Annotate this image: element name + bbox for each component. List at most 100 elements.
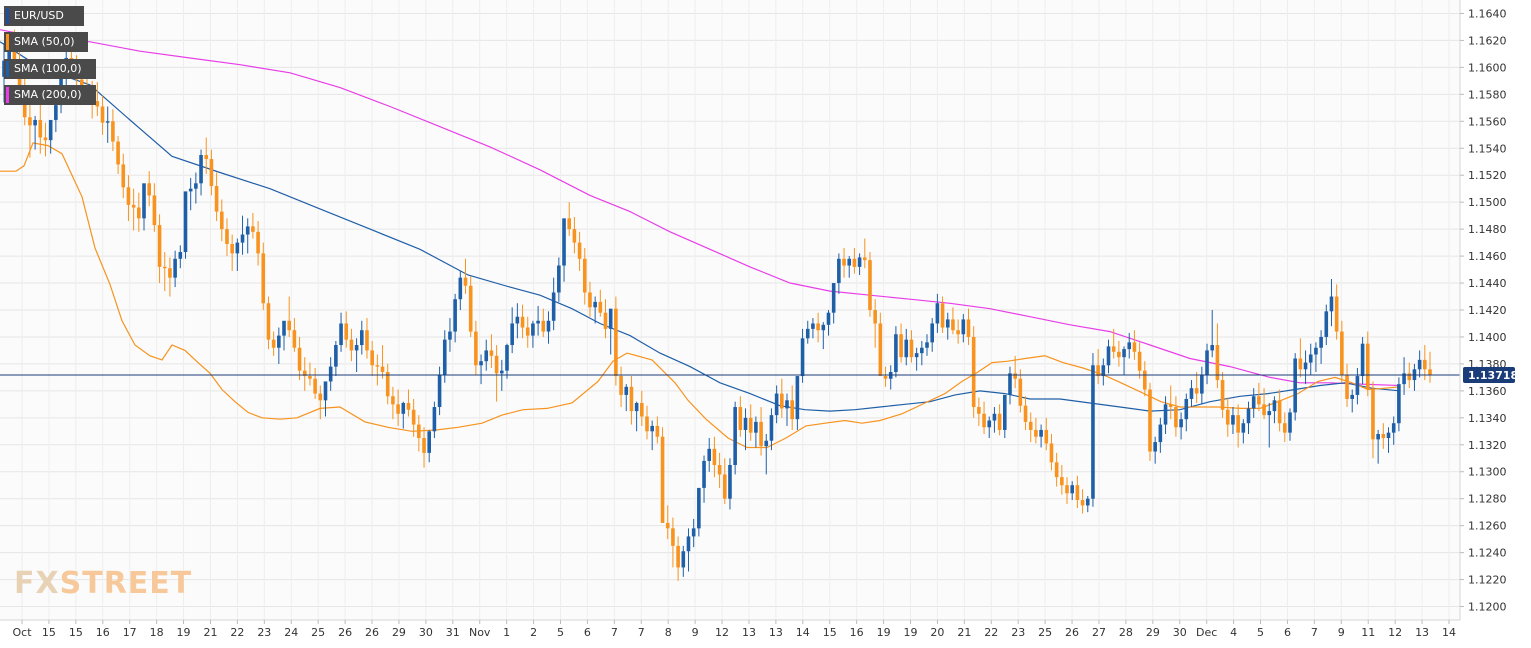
candle [1215, 323, 1220, 389]
candle [531, 320, 535, 348]
candle [225, 218, 229, 257]
candle [878, 312, 883, 377]
candle [956, 319, 960, 344]
candle [1075, 475, 1080, 509]
candle [1189, 380, 1194, 408]
candle [111, 109, 115, 151]
candle [1360, 336, 1365, 385]
x-tick-label: 23 [257, 626, 271, 639]
candle-body [852, 258, 857, 267]
x-tick-label: 12 [1388, 626, 1402, 639]
candle [691, 518, 696, 548]
candle-body [95, 101, 100, 107]
candle [505, 343, 509, 379]
x-tick-label: 18 [150, 626, 164, 639]
candle [95, 82, 100, 116]
candle [188, 177, 193, 211]
candle-body [1324, 311, 1329, 337]
x-tick-label: 22 [984, 626, 998, 639]
candle [380, 345, 385, 379]
candle-body [1002, 394, 1007, 430]
candle [536, 305, 540, 336]
candle-body [168, 268, 172, 278]
last-price-text: 1.13718 [1468, 369, 1518, 382]
candle [842, 248, 846, 278]
candle-body [780, 393, 784, 409]
candle-body [1345, 374, 1349, 399]
candle [1158, 417, 1163, 453]
candle-body [287, 320, 291, 331]
candle-body [7, 48, 11, 61]
candle [650, 420, 654, 451]
candle [992, 407, 997, 433]
candle [608, 308, 613, 355]
x-tick-label: Dec [1196, 626, 1217, 639]
candle [862, 238, 867, 269]
x-tick-label: 22 [230, 626, 244, 639]
candle-body [142, 183, 146, 219]
candle-body [935, 303, 940, 324]
candle-body [484, 350, 489, 362]
candle [525, 316, 530, 348]
candle [961, 314, 966, 343]
candle [894, 326, 898, 378]
candle [1288, 408, 1292, 441]
x-tick-label: 29 [1146, 626, 1160, 639]
candle [795, 376, 800, 430]
candle-body [245, 226, 250, 235]
candle [546, 311, 551, 344]
candle-body [909, 339, 914, 358]
candle-body [821, 324, 826, 331]
candle [1350, 389, 1355, 413]
y-tick-label: 1.1340 [1468, 412, 1507, 425]
candle-body [717, 465, 722, 475]
candle-body [1184, 398, 1189, 420]
candle [385, 363, 390, 405]
candle [1210, 310, 1215, 358]
candle [1054, 452, 1059, 487]
candle-body [282, 320, 286, 336]
candle [966, 308, 971, 346]
candle [334, 341, 338, 377]
candle-body [738, 407, 743, 430]
candle-body [1189, 388, 1194, 399]
sma-200-line [0, 29, 1401, 387]
candle [468, 276, 473, 337]
candle [1397, 377, 1401, 432]
y-tick-label: 1.1300 [1468, 466, 1507, 479]
candle-body [437, 374, 442, 408]
x-tick-label: 5 [1257, 626, 1264, 639]
candle [1101, 358, 1106, 386]
candle [308, 362, 312, 386]
candle-body [940, 303, 945, 328]
candle [562, 218, 566, 282]
candle [831, 283, 836, 324]
candle [634, 401, 639, 432]
candle [1236, 404, 1240, 448]
x-tick-label: 21 [957, 626, 971, 639]
candle [297, 336, 302, 381]
candle [1345, 363, 1349, 408]
x-axis: Oct 15 15 16 17 18 19 21 22 23 24 25 26 26 29 30 31 Nov 1 2… [12, 620, 1456, 639]
candle-body [1044, 429, 1049, 444]
candle [847, 256, 852, 278]
candle [567, 202, 572, 236]
candle-body [1127, 342, 1132, 350]
candle-body [54, 105, 58, 120]
candle [940, 296, 945, 333]
candle-body [1402, 373, 1406, 385]
candle [1023, 396, 1028, 430]
candle [1391, 416, 1396, 445]
candle [920, 341, 924, 366]
x-tick-label: 23 [1011, 626, 1025, 639]
candle-body [857, 257, 862, 267]
candle [1163, 396, 1168, 434]
candle [748, 404, 753, 441]
candle [510, 307, 514, 354]
candle-body [116, 141, 120, 165]
candle-body [956, 330, 960, 335]
candle [598, 289, 603, 317]
candle [857, 253, 862, 275]
candle [1127, 332, 1132, 359]
candle [790, 385, 794, 430]
